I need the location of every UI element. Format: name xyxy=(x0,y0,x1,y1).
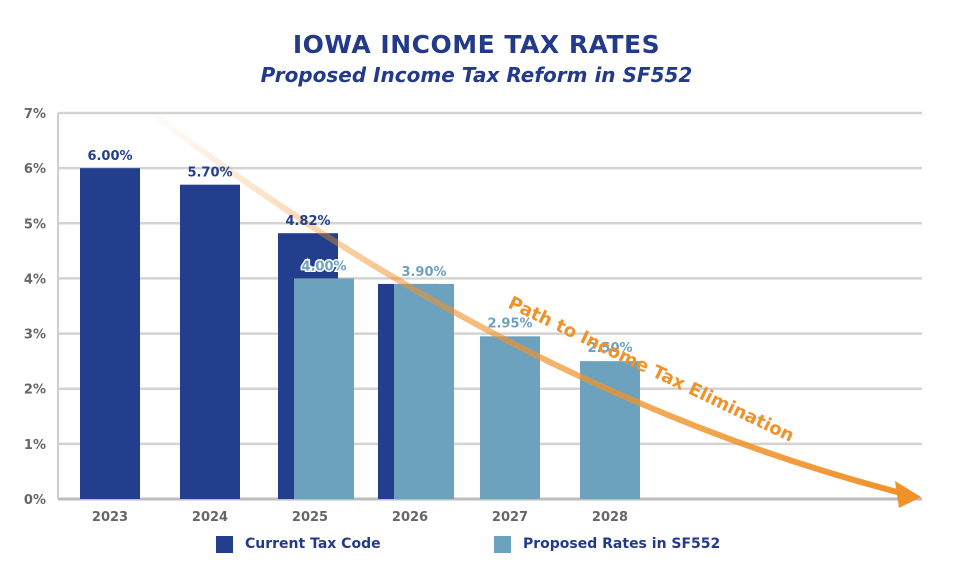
arrow-head-icon xyxy=(895,481,921,508)
x-tick-label: 2025 xyxy=(292,510,328,525)
y-tick-label: 3% xyxy=(24,328,46,343)
y-tick-label: 1% xyxy=(24,438,46,453)
data-label-current-2025: 4.82% xyxy=(285,214,330,229)
data-label-proposed-2026: 3.90% xyxy=(401,265,446,280)
y-tick-label: 5% xyxy=(24,217,46,232)
chart-title: IOWA INCOME TAX RATES xyxy=(292,30,661,59)
legend-label-current: Current Tax Code xyxy=(245,536,381,552)
x-tick-label: 2024 xyxy=(192,510,228,525)
data-label-proposed-2027: 2.95% xyxy=(487,316,532,331)
path-annotation: Path to Income Tax Elimination xyxy=(505,293,797,447)
y-tick-label: 6% xyxy=(24,162,46,177)
y-tick-label: 4% xyxy=(24,272,46,287)
data-label-current-2023: 6.00% xyxy=(87,149,132,164)
data-label-proposed-2028: 2.50% xyxy=(587,341,632,356)
bar-current-2024 xyxy=(180,184,240,499)
chart-subtitle: Proposed Income Tax Reform in SF552 xyxy=(260,63,693,87)
x-tick-label: 2023 xyxy=(92,510,128,525)
bar-current-2023 xyxy=(80,168,140,499)
y-tick-label: 0% xyxy=(24,493,46,508)
x-tick-label: 2027 xyxy=(492,510,528,525)
legend-label-proposed: Proposed Rates in SF552 xyxy=(523,536,721,552)
bar-proposed-2025 xyxy=(294,278,354,499)
legend-swatch-proposed xyxy=(494,535,511,553)
bar-proposed-2026 xyxy=(394,283,454,499)
x-tick-label: 2028 xyxy=(592,510,628,525)
y-tick-label: 2% xyxy=(24,383,46,398)
data-label-proposed-2025: 4.00% xyxy=(301,259,346,274)
data-label-current-2024: 5.70% xyxy=(187,166,232,181)
legend-swatch-current xyxy=(216,535,233,553)
legend-item-proposed: Proposed Rates in SF552 xyxy=(494,534,720,554)
legend-item-current: Current Tax Code xyxy=(216,534,381,554)
elimination-path-arrow xyxy=(147,109,908,497)
y-tick-label: 7% xyxy=(24,107,46,122)
x-tick-label: 2026 xyxy=(392,510,428,525)
bar-proposed-2027 xyxy=(480,336,540,499)
